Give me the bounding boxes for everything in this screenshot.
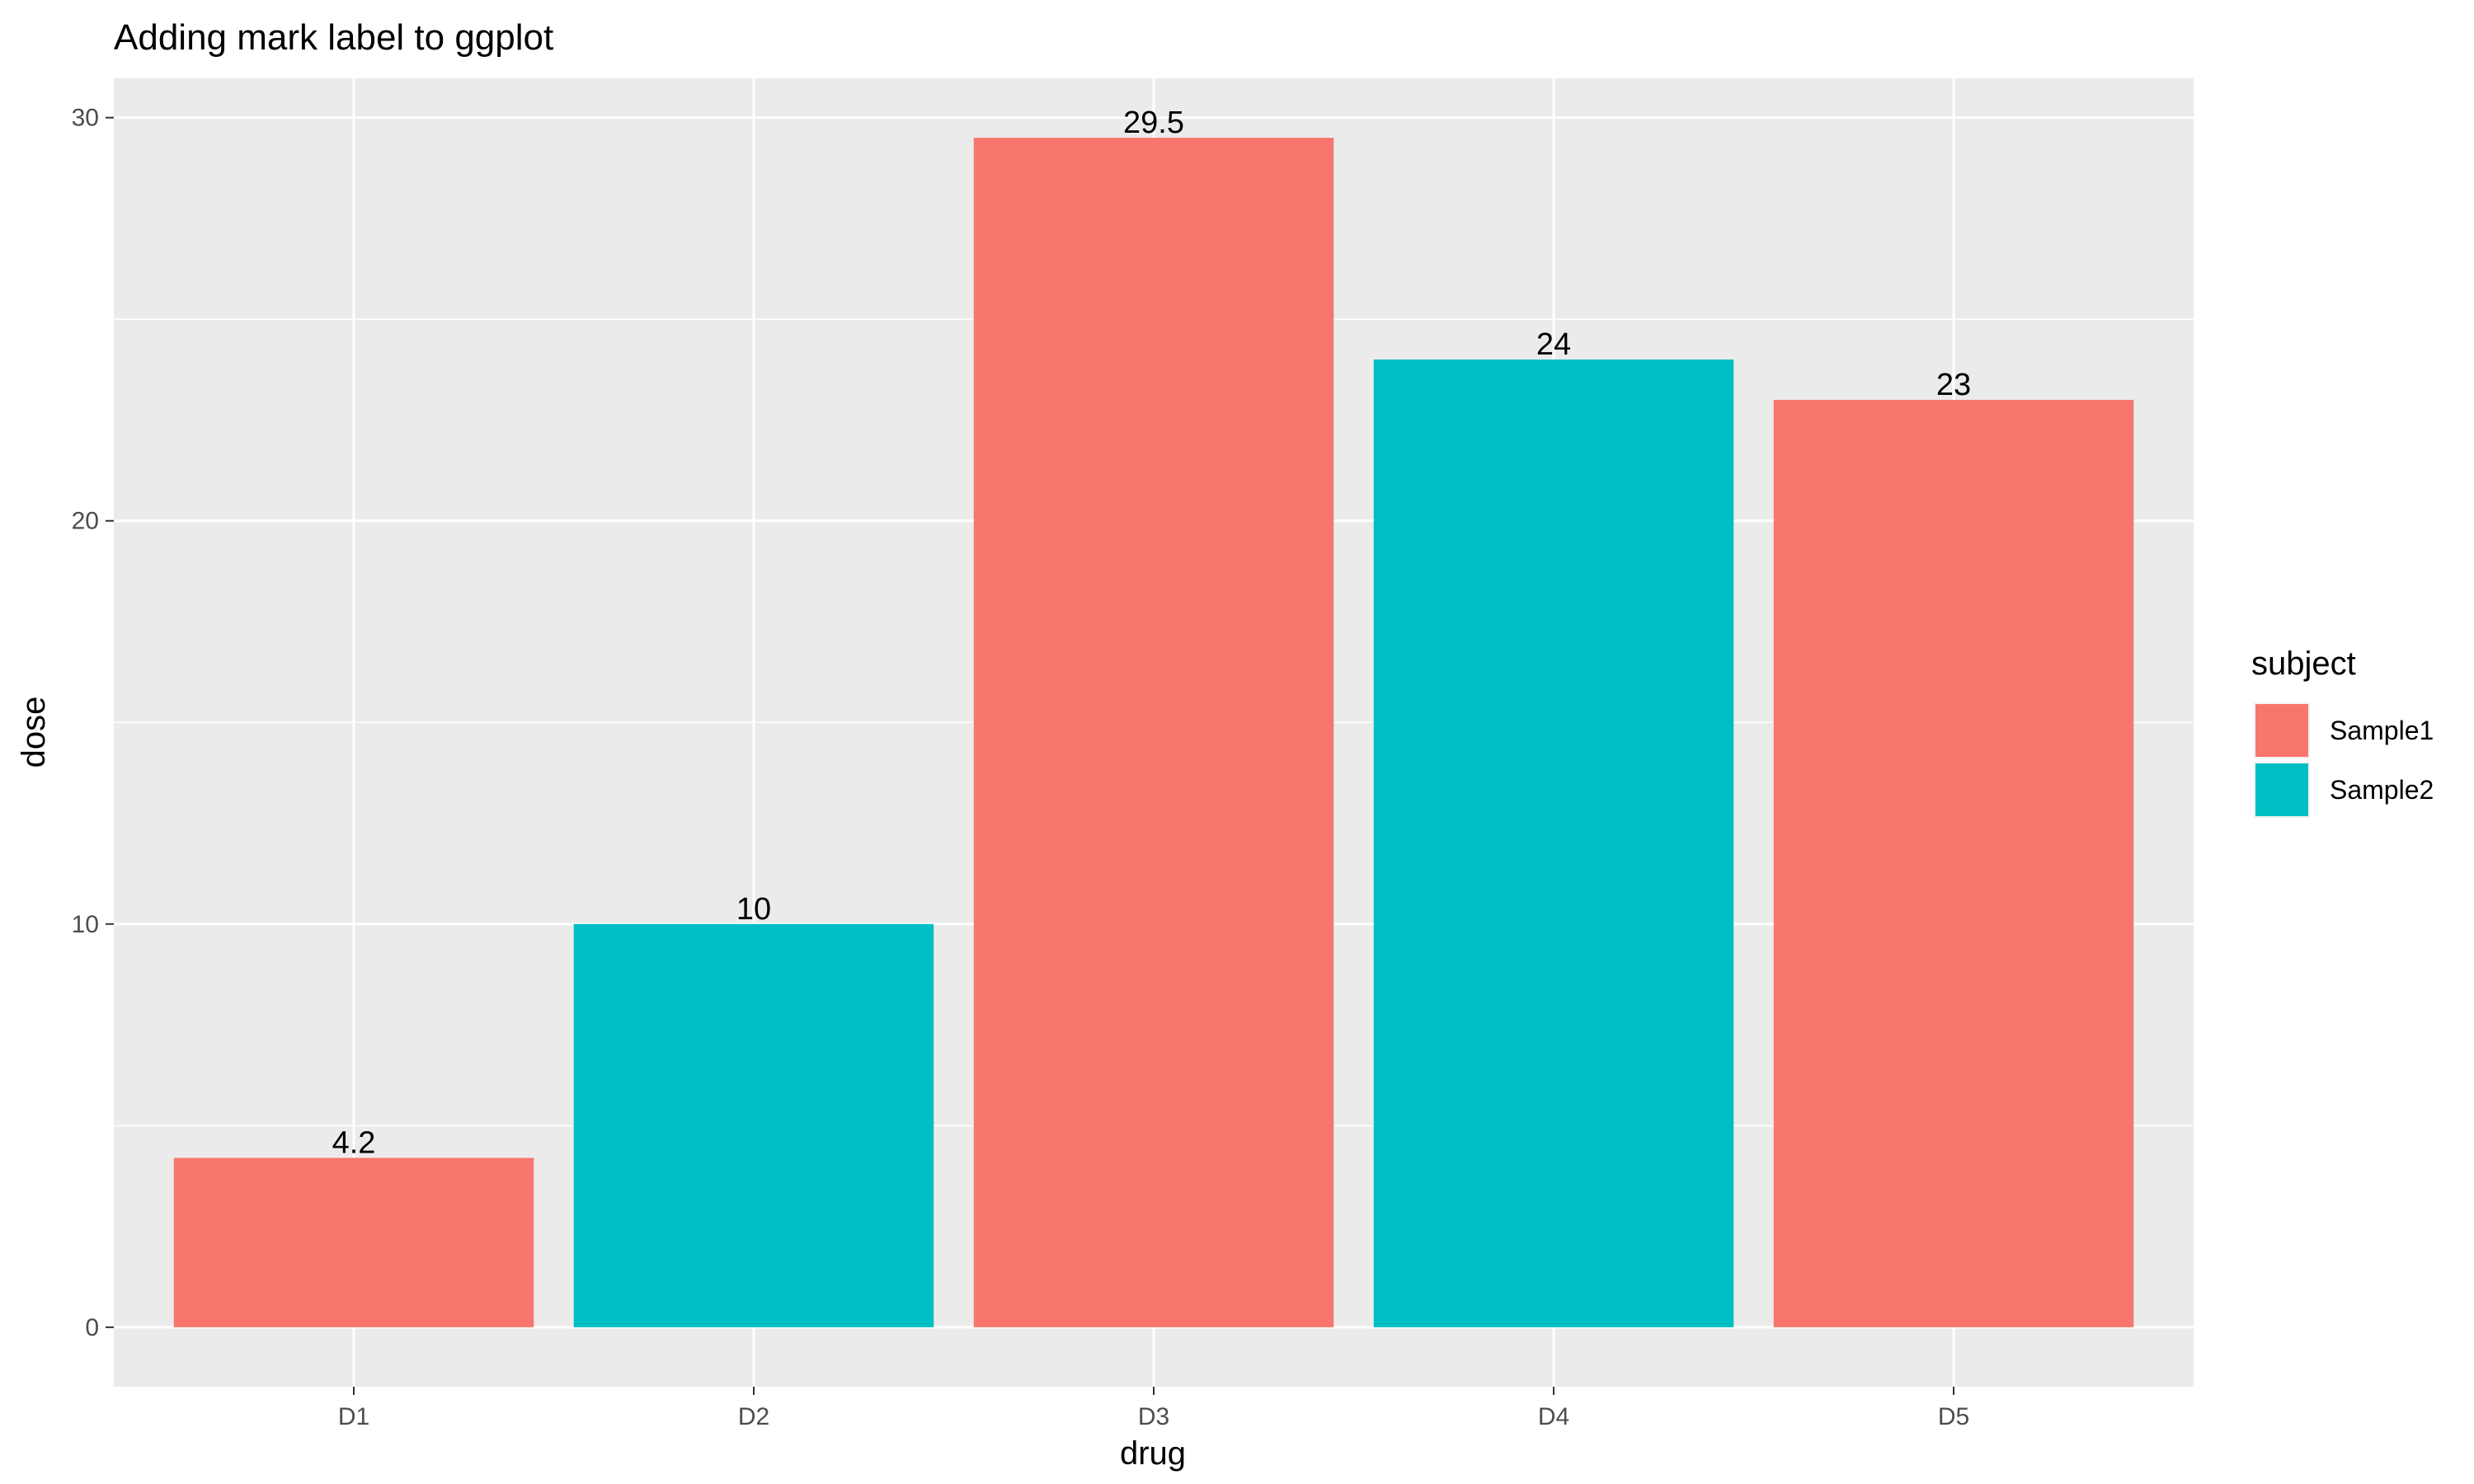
y-tick-label: 0 xyxy=(85,1314,99,1341)
x-tick-label: D5 xyxy=(1938,1403,1969,1430)
data-label: 29.5 xyxy=(1123,106,1184,140)
bar-d5 xyxy=(1773,400,2134,1327)
x-tick-label: D2 xyxy=(738,1403,769,1430)
y-tick-label: 20 xyxy=(72,508,99,535)
bar-d4 xyxy=(1373,359,1734,1327)
legend-label: Sample2 xyxy=(2330,775,2434,805)
y-tick-label: 30 xyxy=(72,105,99,132)
x-tick-label: D3 xyxy=(1138,1403,1169,1430)
x-axis: D1 D2 D3 D4 D5 xyxy=(338,1387,1969,1430)
data-label: 4.2 xyxy=(332,1125,376,1160)
bars xyxy=(173,138,2134,1327)
y-axis: 0 10 20 30 xyxy=(72,105,114,1341)
bar-d3 xyxy=(973,138,1334,1327)
data-label: 24 xyxy=(1536,327,1571,362)
data-labels: 4.2 10 29.5 24 23 xyxy=(332,106,1972,1160)
bar-d2 xyxy=(573,923,934,1327)
y-tick-label: 10 xyxy=(72,911,99,938)
legend-key-sample1 xyxy=(2255,704,2308,757)
x-tick-label: D1 xyxy=(338,1403,369,1430)
data-label: 23 xyxy=(1936,368,1971,402)
data-label: 10 xyxy=(736,892,771,927)
legend-label: Sample1 xyxy=(2330,716,2434,745)
legend: subject Sample1 Sample2 xyxy=(2251,646,2434,818)
legend-key-sample2 xyxy=(2255,763,2308,816)
x-tick-label: D4 xyxy=(1538,1403,1569,1430)
x-axis-title: drug xyxy=(1120,1435,1186,1472)
y-axis-title: dose xyxy=(16,697,52,768)
chart-title: Adding mark label to ggplot xyxy=(114,17,553,58)
legend-title: subject xyxy=(2251,646,2356,682)
bar-d1 xyxy=(173,1158,534,1327)
